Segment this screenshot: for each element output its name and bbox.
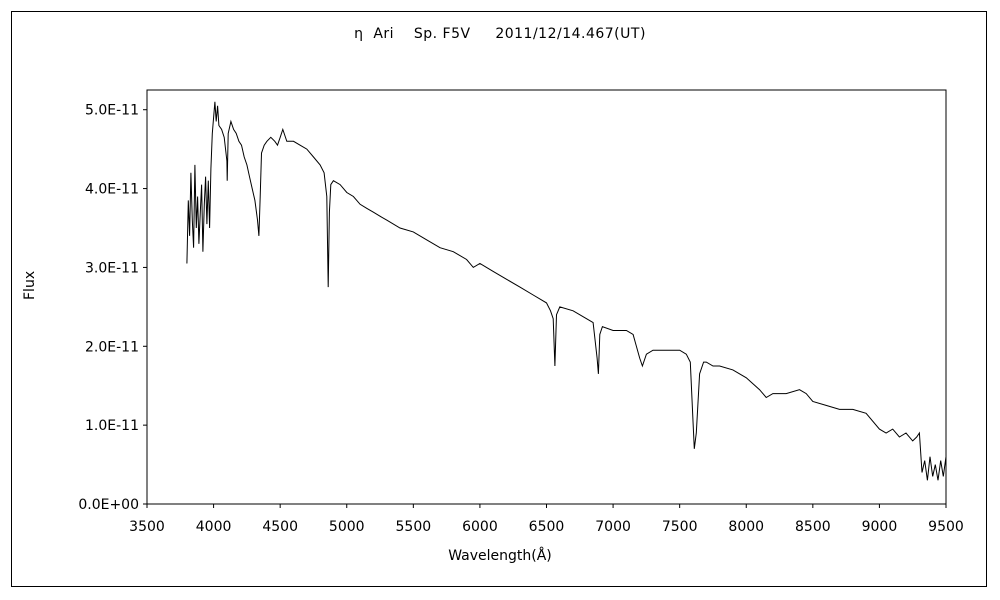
y-tick-label: 5.0E-11 <box>85 103 139 119</box>
x-tick-label: 5000 <box>329 519 365 535</box>
x-tick-label: 9500 <box>928 519 964 535</box>
x-axis: 3500 4000 4500 5000 5500 6000 6500 7000 7500 8000… <box>129 504 964 535</box>
x-tick-label: 6000 <box>462 519 498 535</box>
x-tick-label: 3500 <box>129 519 165 535</box>
x-tick-label: 4500 <box>262 519 298 535</box>
y-tick-label: 4.0E-11 <box>85 182 139 198</box>
x-axis-label: Wavelength(Å) <box>448 548 552 564</box>
spectrum-line <box>186 101 947 481</box>
plot-area <box>146 89 947 505</box>
x-tick-label: 7000 <box>595 519 631 535</box>
x-tick-label: 5500 <box>396 519 432 535</box>
x-tick-label: 6500 <box>529 519 565 535</box>
y-tick-label: 1.0E-11 <box>85 418 139 434</box>
x-tick-label: 8000 <box>728 519 764 535</box>
x-tick-label: 4000 <box>196 519 232 535</box>
x-tick-label: 9000 <box>862 519 898 535</box>
y-tick-label: 2.0E-11 <box>85 339 139 355</box>
y-tick-label: 3.0E-11 <box>85 260 139 276</box>
chart-frame <box>11 11 987 587</box>
chart-title: η Ari Sp. F5V 2011/12/14.467(UT) <box>354 26 646 42</box>
y-tick-label: 0.0E+00 <box>78 497 139 513</box>
x-tick-label: 8500 <box>795 519 831 535</box>
x-tick-label: 7500 <box>662 519 698 535</box>
y-axis: 0.0E+00 1.0E-11 2.0E-11 3.0E-11 4.0E-11 5.0E-… <box>78 103 147 513</box>
